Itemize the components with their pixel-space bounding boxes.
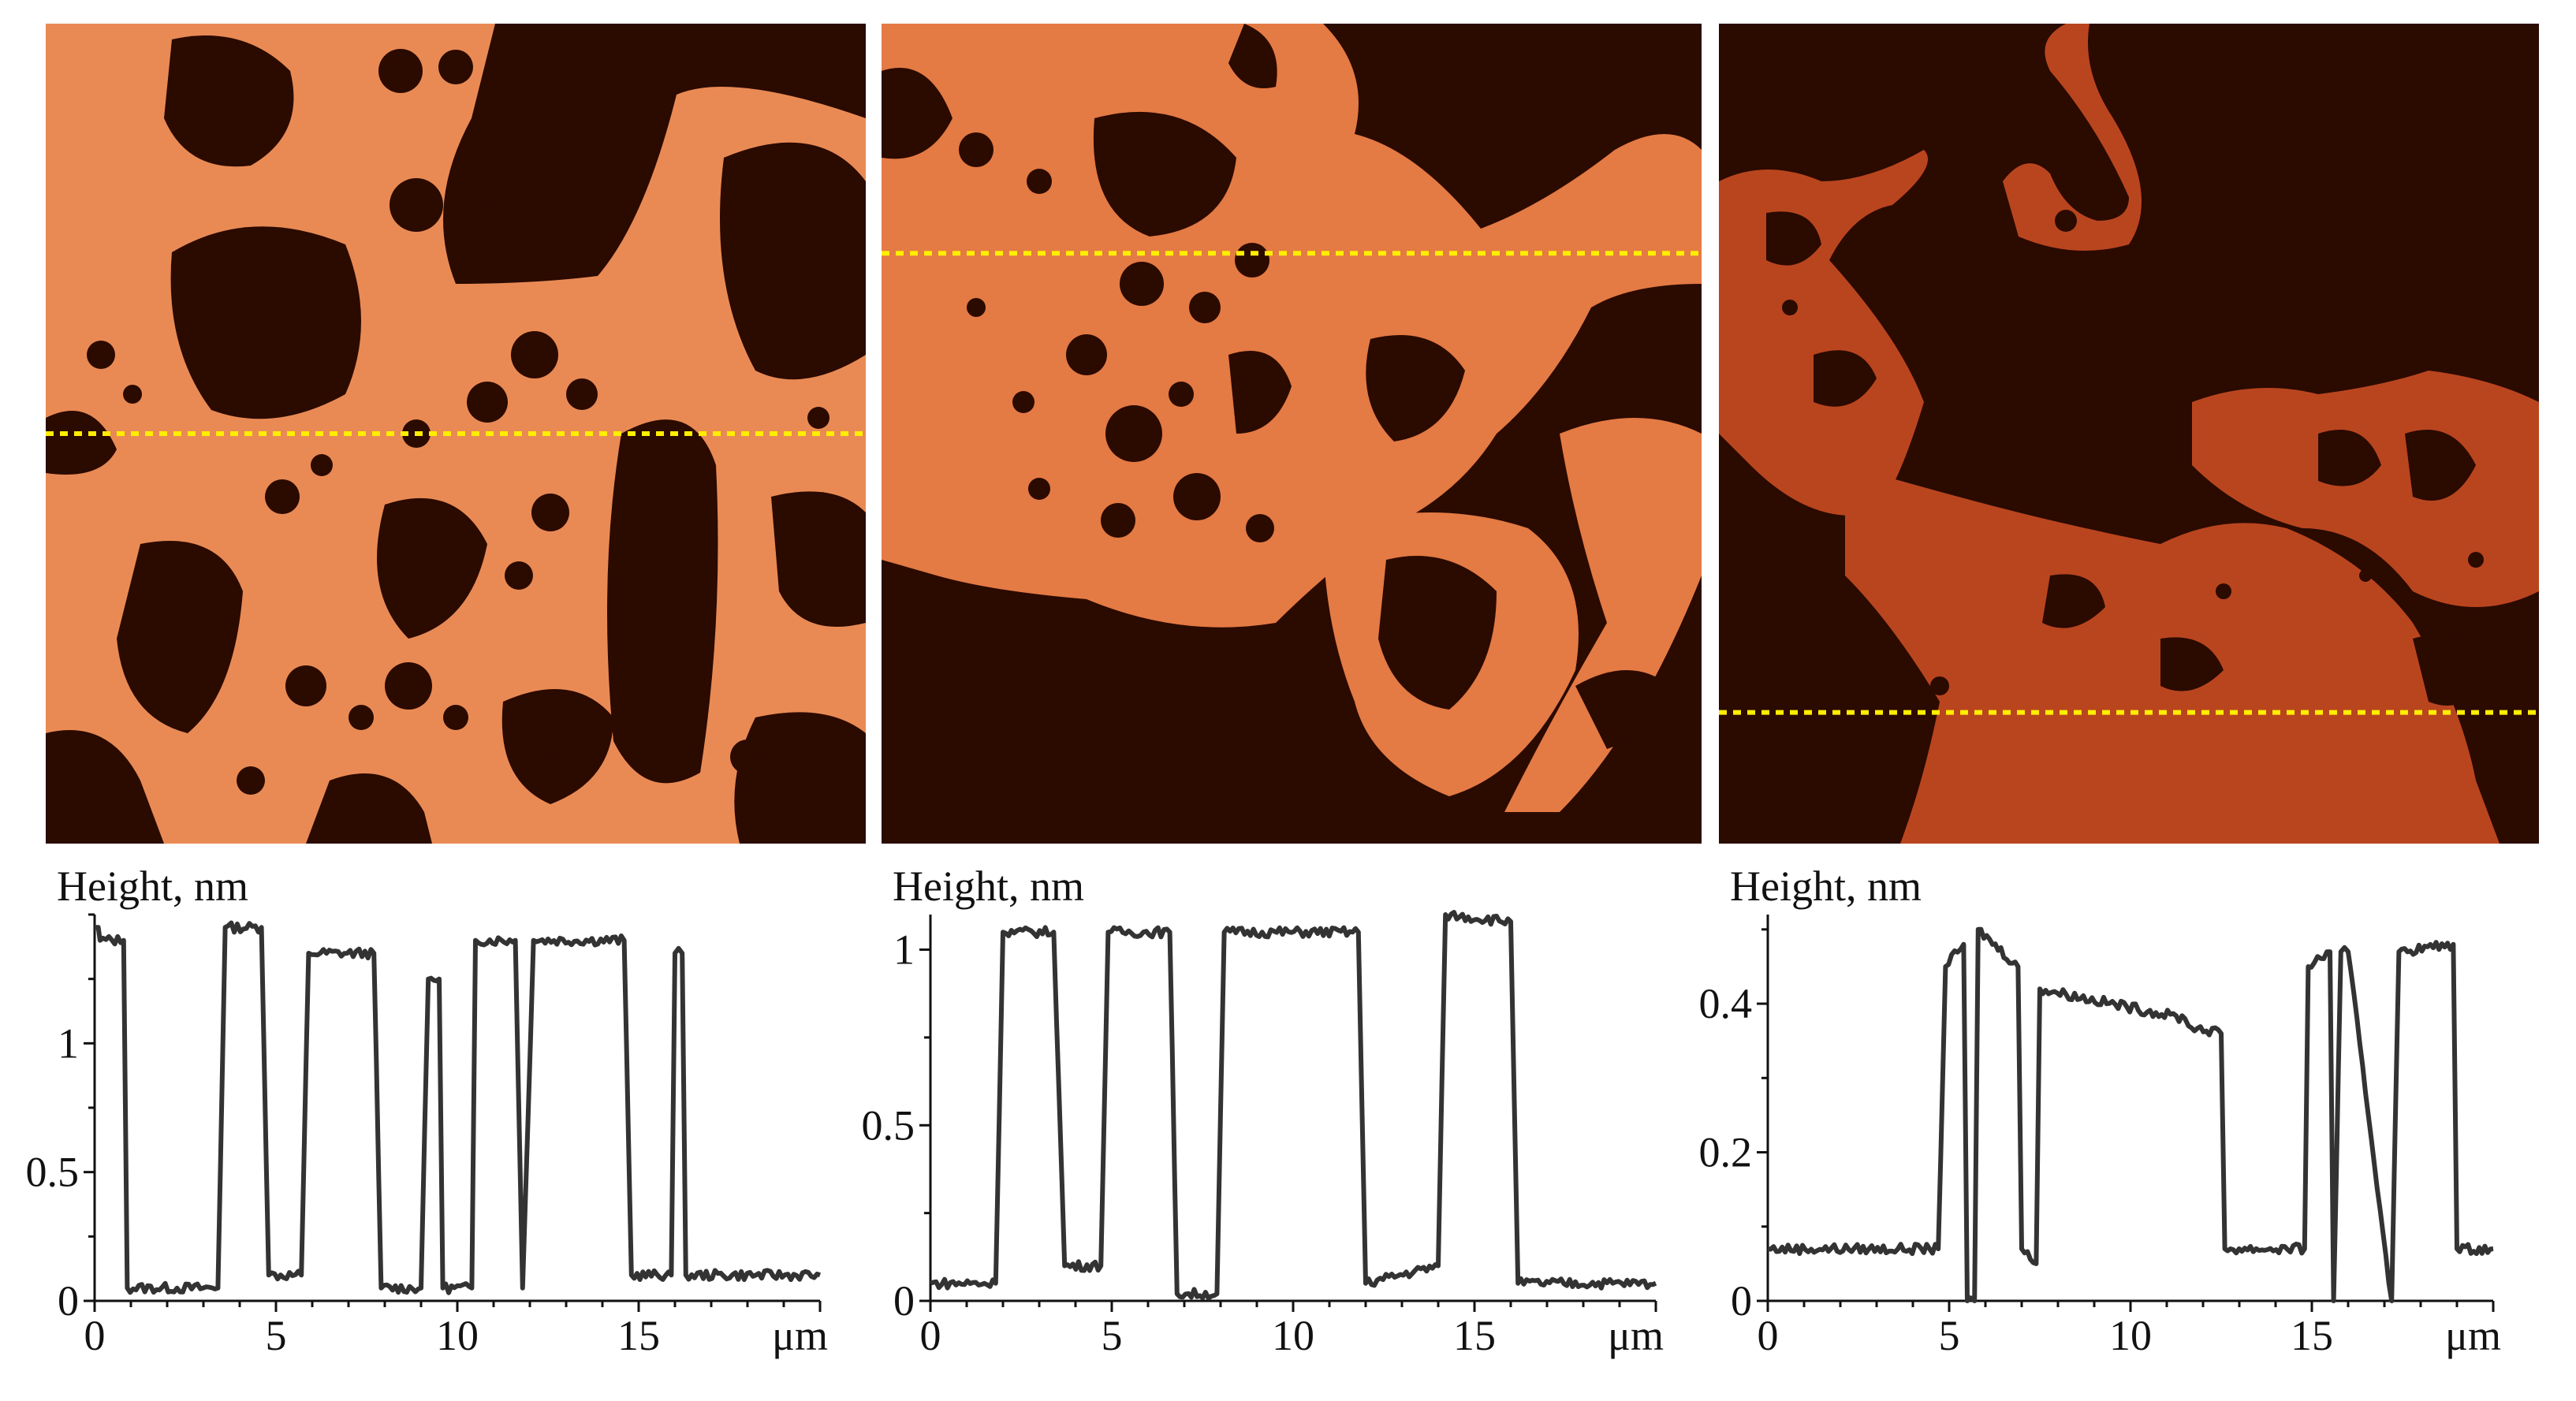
x-tick-label: 10 (1272, 1312, 1314, 1359)
height-profile-middle: Height, nm 0 5 10 15 μm 0 0.5 1 (862, 859, 1695, 1372)
y-tick-label: 0 (58, 1277, 79, 1325)
y-tick-label: 1 (58, 1019, 79, 1067)
y-axis-label: Height, nm (57, 863, 248, 910)
afm-image-left (46, 24, 866, 844)
y-axis-label: Height, nm (1730, 863, 1922, 910)
height-profile-trace (1767, 926, 2494, 1303)
y-tick-label: 0.5 (26, 1149, 80, 1196)
height-profile-right: Height, nm 0 5 10 15 μm 0 0.2 0.4 (1699, 859, 2533, 1372)
x-tick-label: 5 (266, 1312, 287, 1359)
height-profile-trace (930, 910, 1657, 1301)
afm-image-middle (882, 24, 1702, 844)
y-tick-label: 0 (1731, 1277, 1752, 1325)
x-tick-label: 0 (1758, 1312, 1779, 1359)
height-profile-trace (95, 920, 822, 1295)
x-tick-label: 10 (2109, 1312, 2152, 1359)
x-tick-label: 5 (1939, 1312, 1960, 1359)
height-profile-left: Height, nm 0 5 10 15 μm 0 0.5 1 (26, 859, 859, 1372)
x-tick-label: 15 (2291, 1312, 2333, 1359)
x-unit-label: μm (2445, 1312, 2501, 1359)
y-tick-label: 0 (893, 1277, 915, 1325)
x-tick-label: 0 (920, 1312, 941, 1359)
x-tick-label: 15 (1453, 1312, 1496, 1359)
y-tick-label: 0.2 (1699, 1129, 1753, 1176)
y-axis-label: Height, nm (893, 863, 1084, 910)
y-tick-label: 0.4 (1699, 980, 1753, 1027)
x-unit-label: μm (772, 1312, 828, 1359)
x-unit-label: μm (1608, 1312, 1664, 1359)
x-tick-label: 15 (617, 1312, 660, 1359)
x-tick-label: 0 (84, 1312, 106, 1359)
x-tick-label: 10 (436, 1312, 479, 1359)
x-tick-label: 5 (1102, 1312, 1123, 1359)
y-tick-label: 1 (893, 926, 915, 974)
y-tick-label: 0.5 (862, 1101, 915, 1149)
afm-image-right (1719, 24, 2539, 844)
